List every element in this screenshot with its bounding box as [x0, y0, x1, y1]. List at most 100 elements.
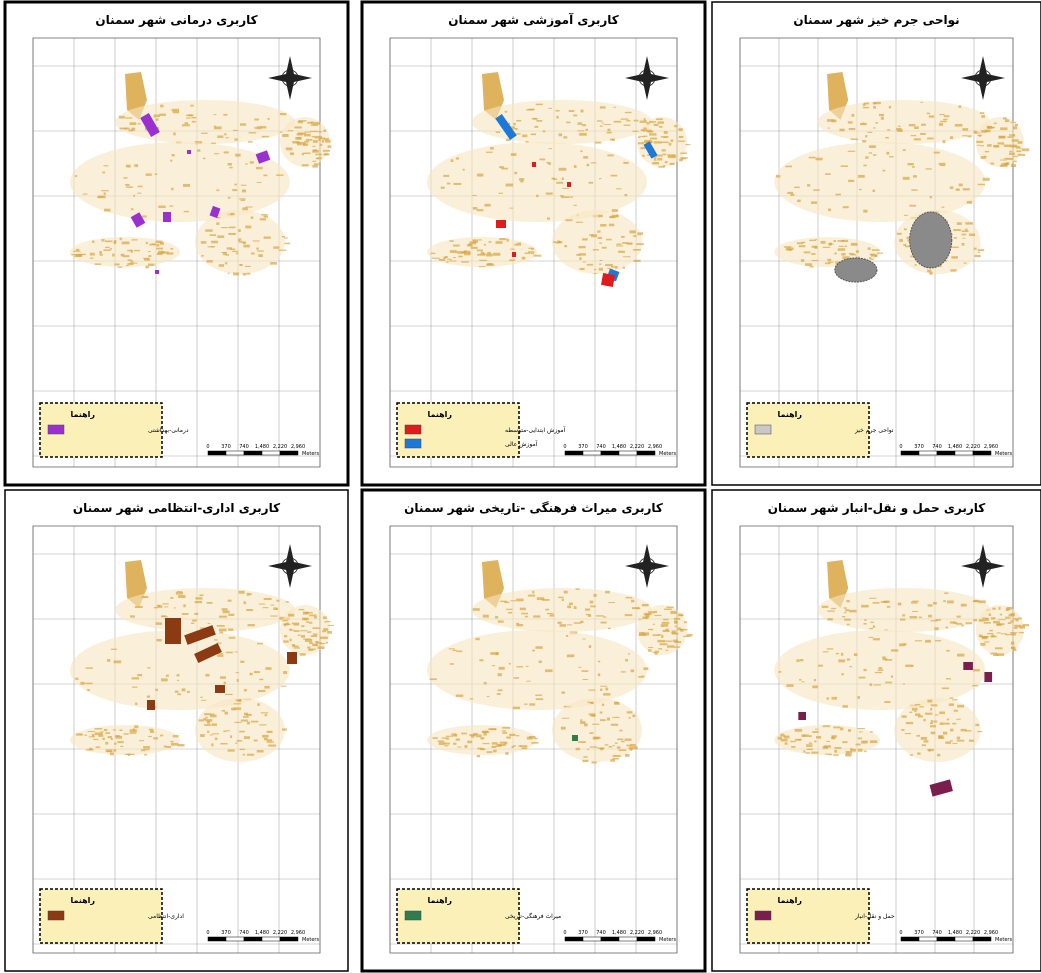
parcel	[679, 158, 683, 162]
parcel	[624, 614, 633, 617]
parcel	[642, 632, 650, 636]
parcel	[443, 174, 450, 177]
scale-segment	[972, 936, 992, 942]
parcel	[202, 157, 206, 160]
parcel	[238, 699, 242, 702]
parcel	[257, 250, 264, 252]
parcel	[847, 150, 856, 152]
parcel	[643, 129, 648, 132]
parcel	[464, 252, 471, 256]
parcel	[565, 219, 573, 222]
parcel	[798, 245, 806, 248]
parcel	[220, 676, 226, 679]
parcel	[175, 591, 183, 595]
parcel	[159, 113, 167, 116]
parcel	[536, 194, 539, 198]
parcel	[674, 620, 678, 623]
parcel	[490, 652, 499, 655]
parcel	[827, 618, 833, 621]
parcel	[467, 243, 473, 247]
parcel	[200, 696, 204, 698]
scale-label: 0	[206, 444, 209, 450]
parcel	[806, 748, 813, 751]
parcel	[327, 624, 334, 626]
parcel	[166, 746, 171, 748]
parcel	[605, 263, 613, 267]
parcel	[539, 158, 546, 161]
legend-swatch	[47, 910, 65, 921]
parcel	[486, 751, 493, 754]
parcel	[903, 243, 907, 246]
parcel	[800, 259, 805, 262]
parcel	[680, 157, 686, 160]
parcel	[240, 264, 243, 266]
parcel	[234, 138, 238, 141]
parcel	[807, 184, 811, 187]
parcel	[612, 138, 615, 141]
parcel	[172, 110, 180, 114]
base-map	[427, 72, 691, 287]
parcel	[117, 266, 123, 268]
parcel	[949, 740, 954, 742]
parcel	[882, 658, 888, 661]
parcel	[323, 628, 329, 631]
parcel	[298, 121, 304, 124]
parcel	[869, 597, 877, 599]
parcel	[873, 684, 881, 686]
parcel	[933, 720, 938, 723]
parcel	[315, 158, 319, 160]
parcel	[137, 185, 143, 188]
parcel	[213, 125, 217, 127]
parcel	[613, 106, 616, 108]
parcel	[548, 162, 552, 165]
parcel	[934, 627, 939, 631]
scale-unit: Meters	[995, 451, 1012, 457]
parcel	[980, 642, 986, 646]
parcel	[575, 221, 583, 223]
parcel	[156, 114, 160, 118]
parcel	[985, 130, 989, 133]
parcel	[573, 114, 578, 117]
parcel	[213, 114, 217, 116]
parcel	[487, 251, 491, 255]
parcel	[505, 752, 509, 755]
parcel	[855, 250, 860, 253]
legend-label: درمانی-بهداشتی	[148, 427, 189, 434]
parcel	[950, 269, 957, 272]
parcel	[125, 164, 131, 168]
parcel	[662, 629, 670, 633]
parcel	[559, 624, 567, 627]
parcel	[630, 743, 636, 747]
parcel	[531, 742, 539, 744]
parcel	[530, 252, 534, 255]
parcel	[869, 257, 872, 260]
parcel	[942, 731, 948, 735]
parcel	[649, 121, 656, 123]
parcel	[877, 669, 884, 671]
parcel	[295, 141, 304, 144]
parcel	[249, 672, 253, 676]
parcel	[641, 675, 645, 678]
parcel	[238, 590, 245, 594]
panel-border	[711, 1, 1041, 486]
parcel	[637, 232, 643, 236]
parcel	[808, 156, 816, 159]
parcel	[863, 209, 868, 213]
parcel	[268, 744, 277, 747]
parcel	[620, 671, 626, 673]
parcel	[225, 137, 230, 139]
parcel	[786, 684, 794, 687]
parcel	[182, 124, 190, 127]
parcel	[614, 265, 618, 269]
parcel	[853, 653, 858, 657]
parcel	[811, 253, 816, 255]
parcel	[585, 128, 589, 131]
parcel	[159, 242, 165, 245]
parcel	[912, 610, 919, 612]
parcel	[521, 612, 529, 615]
parcel	[192, 619, 197, 622]
parcel	[552, 241, 556, 243]
parcel	[217, 235, 225, 238]
parcel	[148, 263, 155, 266]
parcel	[291, 643, 296, 647]
